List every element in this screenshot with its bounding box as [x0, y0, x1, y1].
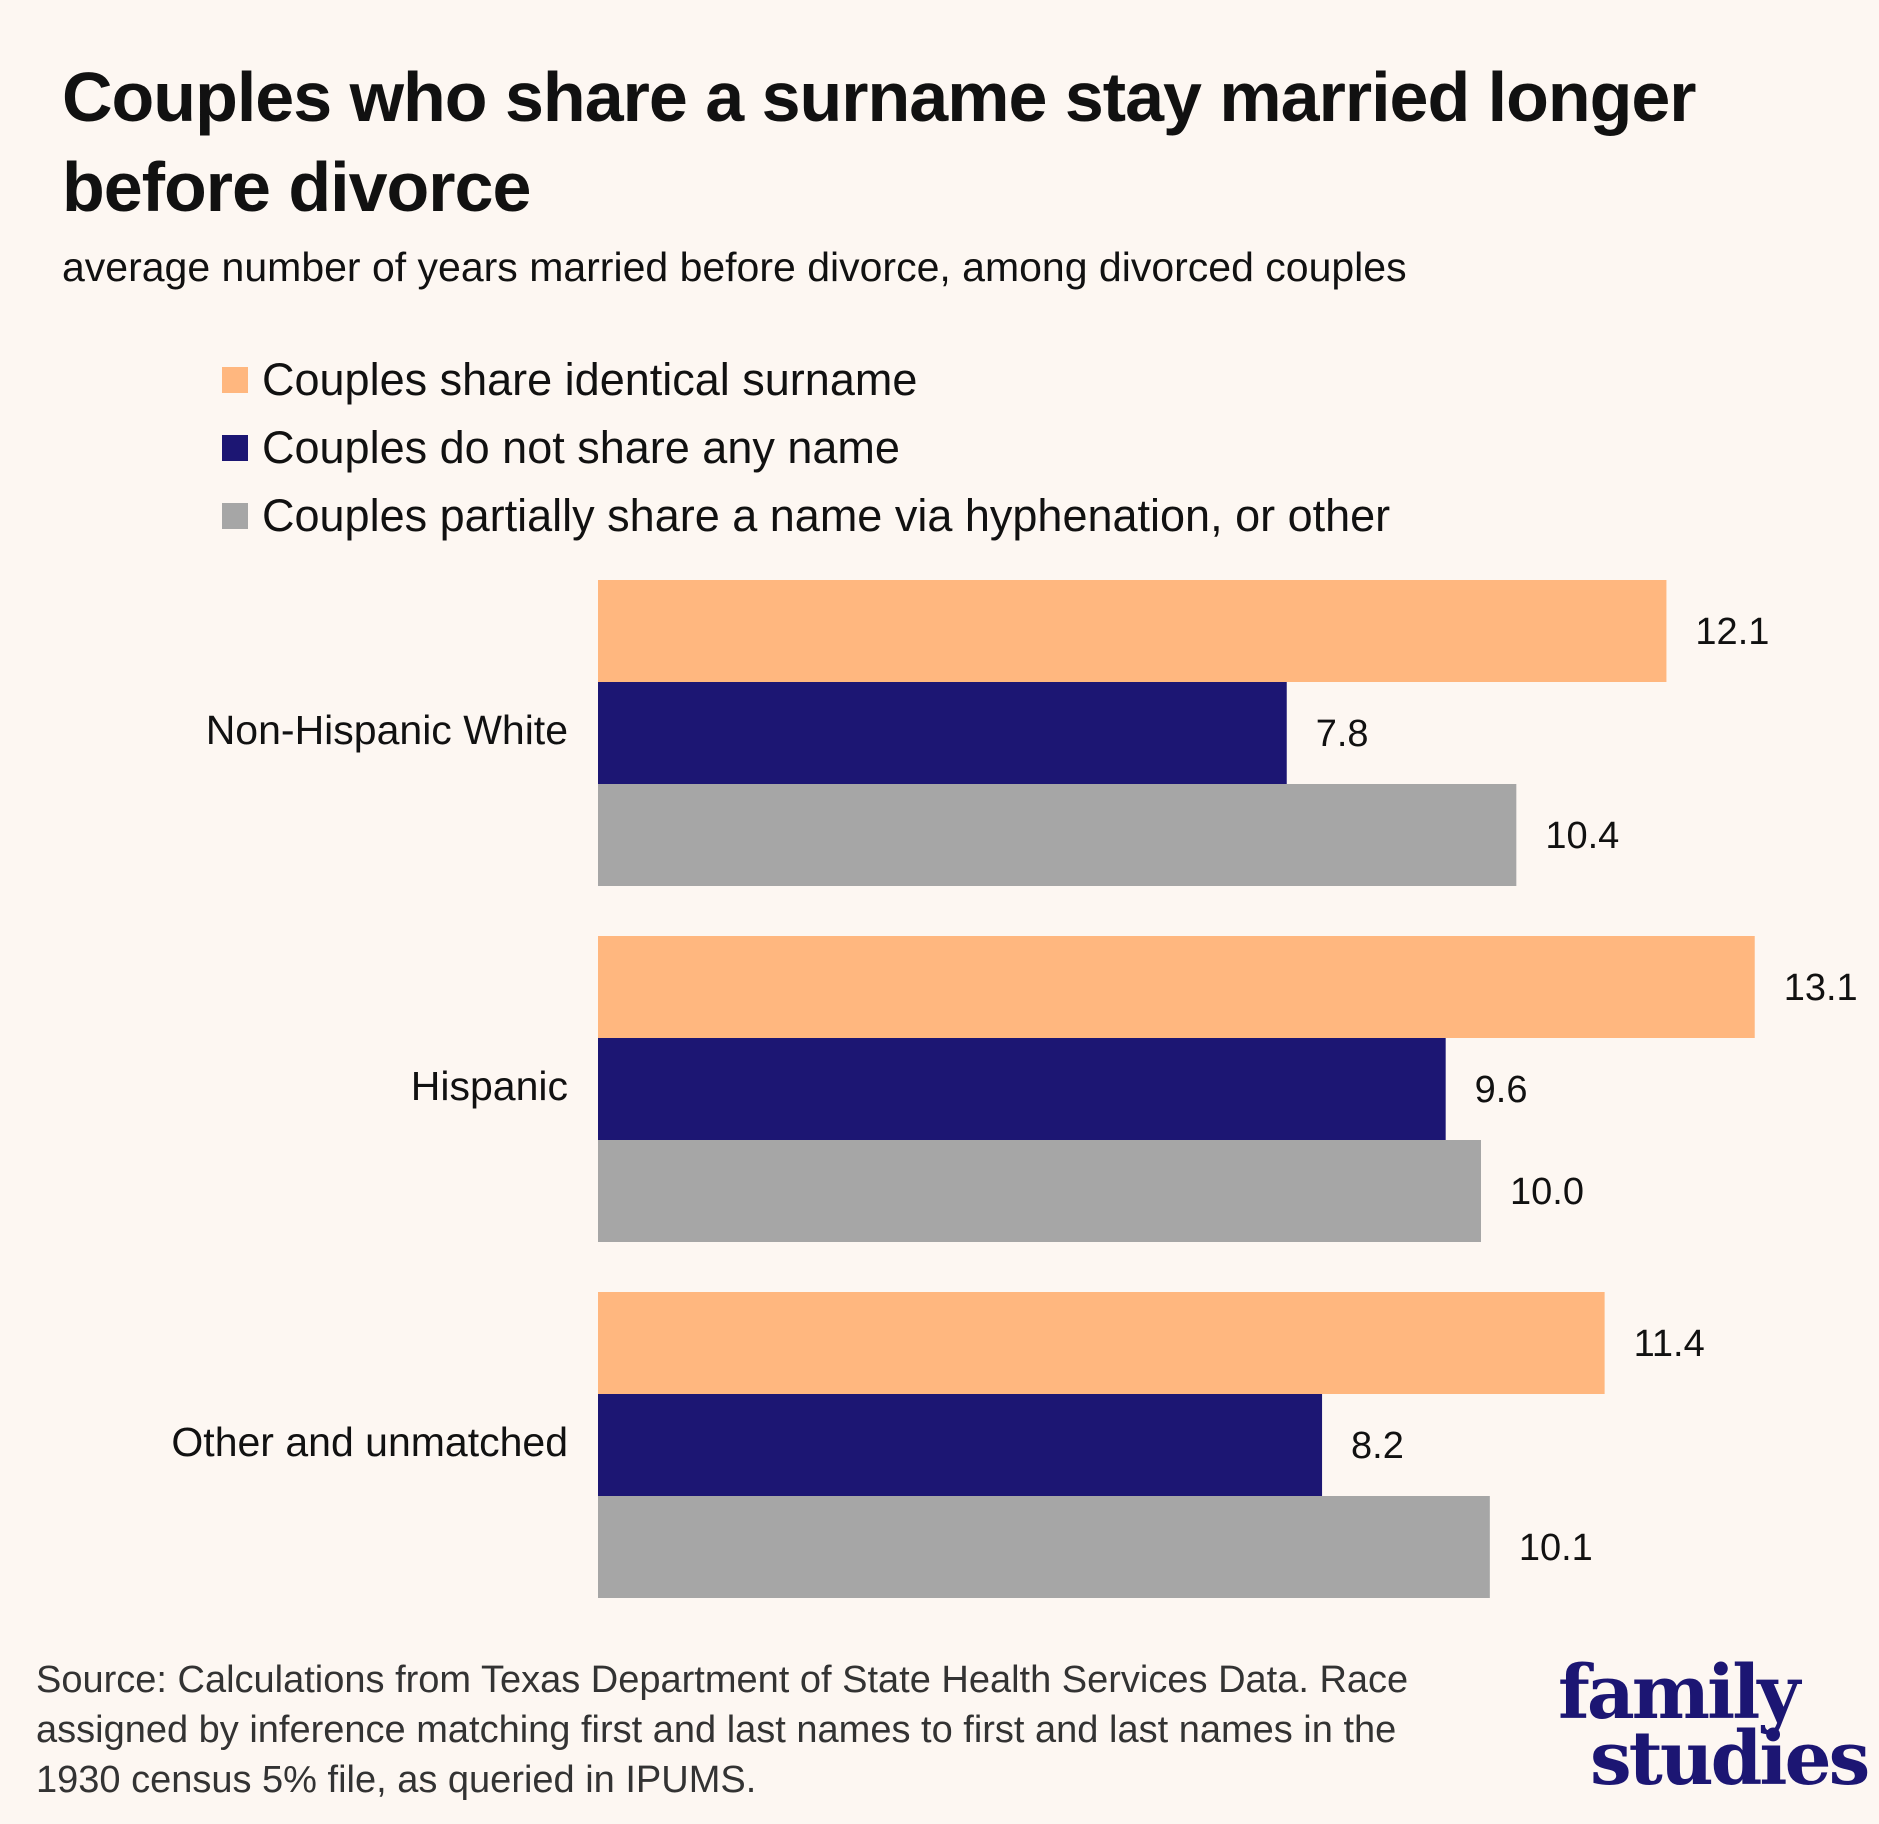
value-label: 8.2 — [1351, 1425, 1404, 1467]
value-label: 10.4 — [1545, 815, 1619, 857]
family-studies-logo: family studies — [1558, 1650, 1870, 1802]
value-label: 7.8 — [1316, 713, 1369, 755]
legend-item: Couples partially share a name via hyphe… — [222, 482, 1390, 550]
value-label: 9.6 — [1475, 1069, 1528, 1111]
bar — [598, 1496, 1490, 1598]
logo-line-2: studies — [1590, 1716, 1870, 1802]
value-label: 13.1 — [1784, 967, 1858, 1009]
value-label: 12.1 — [1695, 611, 1769, 653]
category-label: Hispanic — [410, 1063, 568, 1109]
category-label: Non-Hispanic White — [205, 707, 568, 753]
legend-label: Couples share identical surname — [262, 354, 918, 405]
legend-swatch-gray — [222, 503, 248, 529]
legend: Couples share identical surname Couples … — [222, 346, 1390, 550]
bar — [598, 1292, 1605, 1394]
source-note: Source: Calculations from Texas Departme… — [36, 1659, 1409, 1801]
bar — [598, 682, 1287, 784]
legend-label: Couples do not share any name — [262, 422, 900, 473]
bar — [598, 1038, 1446, 1140]
bar — [598, 580, 1667, 682]
logo-line-1: family — [1558, 1650, 1800, 1736]
bar — [598, 1140, 1481, 1242]
category-label: Other and unmatched — [171, 1419, 568, 1465]
bar — [598, 784, 1517, 886]
bar — [598, 1394, 1323, 1496]
legend-swatch-navy — [222, 435, 248, 461]
value-label: 10.1 — [1519, 1527, 1593, 1569]
chart-title: Couples who share a surname stay married… — [62, 58, 1697, 226]
legend-item: Couples do not share any name — [222, 414, 1390, 482]
bar — [598, 936, 1755, 1038]
value-label: 10.0 — [1510, 1171, 1584, 1213]
legend-swatch-orange — [222, 367, 248, 393]
chart-subtitle: average number of years married before d… — [62, 244, 1407, 290]
legend-label: Couples partially share a name via hyphe… — [262, 490, 1391, 541]
value-label: 11.4 — [1634, 1323, 1705, 1365]
legend-item: Couples share identical surname — [222, 346, 1390, 414]
